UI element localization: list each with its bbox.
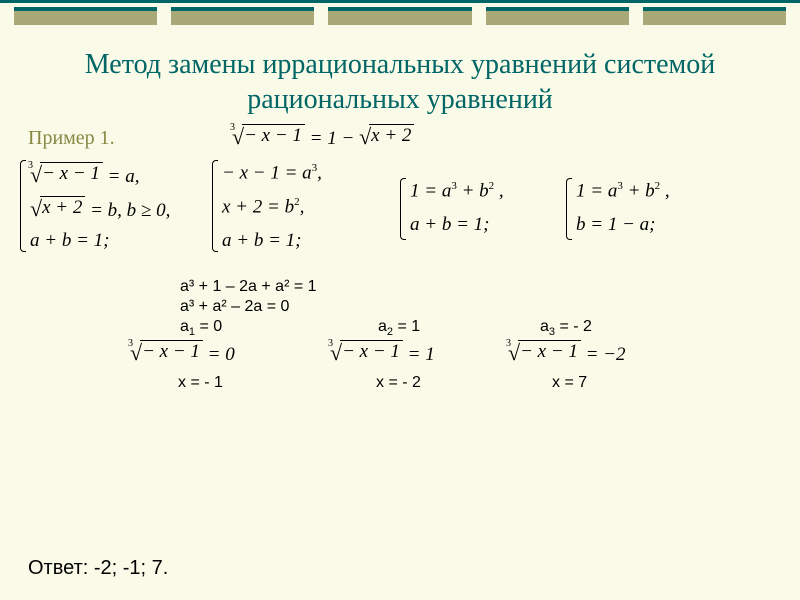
x-sol-2: x = - 2 (376, 374, 421, 392)
sys4-line1: 1 = a3 + b2 , (576, 180, 670, 202)
sys2-line2: x + 2 = b2, (222, 196, 304, 218)
tab (14, 7, 157, 25)
answer: Ответ: -2; -1; 7. (28, 557, 168, 580)
tab-strip (0, 7, 800, 25)
top-border (0, 0, 800, 3)
a2: a2 = 1 (378, 318, 420, 338)
root-eq-2: 3√− x − 1 = 1 (330, 340, 435, 366)
sys1-line1: 3√− x − 1 = a, (30, 162, 139, 188)
tab (643, 7, 786, 25)
tab (328, 7, 471, 25)
sys3-line2: a + b = 1; (410, 214, 489, 236)
x-sol-1: x = - 1 (178, 374, 223, 392)
sys2-line3: a + b = 1; (222, 230, 301, 252)
brace (400, 178, 406, 240)
root-eq-3: 3√− x − 1 = −2 (508, 340, 626, 366)
sys4-line2: b = 1 − a; (576, 214, 655, 236)
sys1-line3: a + b = 1; (30, 230, 109, 252)
work-line-2: a³ + a² – 2a = 0 (180, 298, 289, 316)
tab (486, 7, 629, 25)
main-equation: 3√− x − 1 = 1 − √x + 2 (232, 124, 414, 150)
tab (171, 7, 314, 25)
brace (566, 178, 572, 240)
brace (212, 160, 218, 252)
work-line-1: a³ + 1 – 2a + a² = 1 (180, 278, 317, 296)
sys1-line2: √x + 2 = b, b ≥ 0, (30, 196, 170, 222)
brace (20, 160, 26, 252)
a3: a3 = - 2 (540, 318, 592, 338)
sys2-line1: − x − 1 = a3, (222, 162, 322, 184)
a1: a1 = 0 (180, 318, 222, 338)
root-eq-1: 3√− x − 1 = 0 (130, 340, 235, 366)
x-sol-3: x = 7 (552, 374, 587, 392)
sys3-line1: 1 = a3 + b2 , (410, 180, 504, 202)
page-title: Метод замены иррациональных уравнений си… (40, 47, 760, 117)
